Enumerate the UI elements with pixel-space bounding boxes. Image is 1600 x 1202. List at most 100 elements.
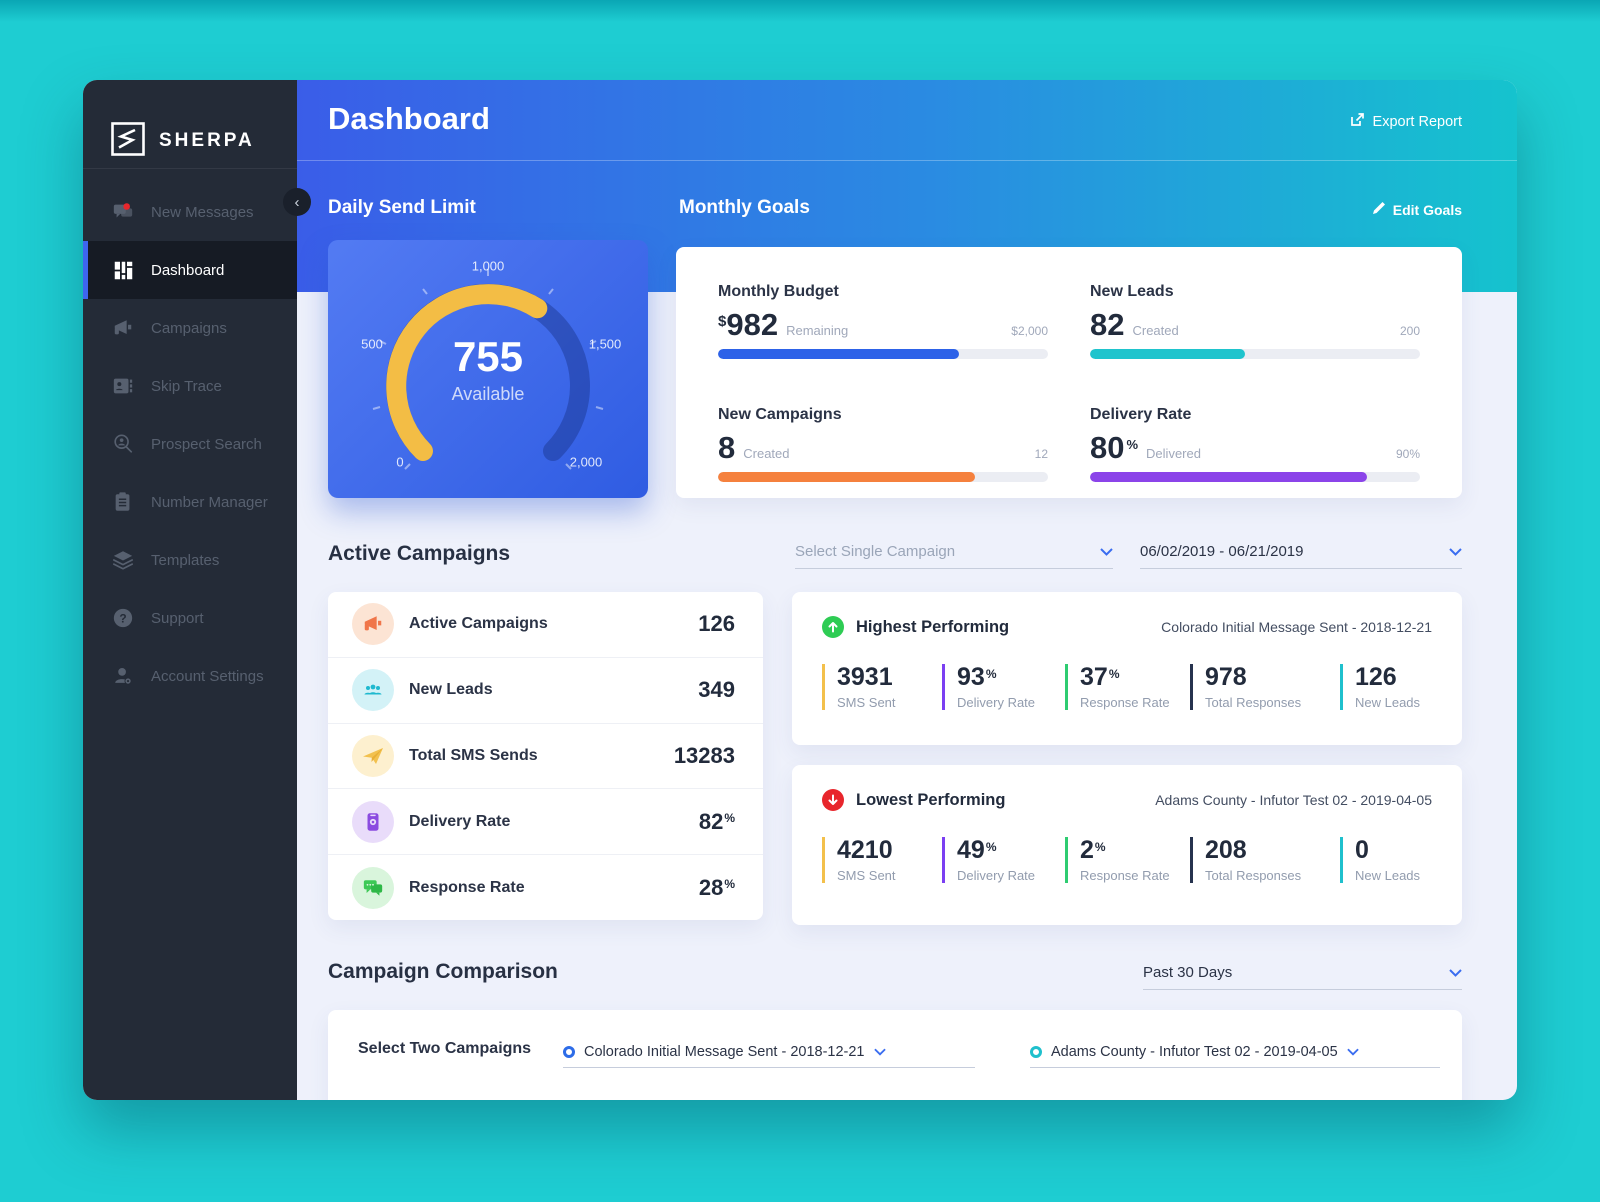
stat-new-leads: 0 New Leads <box>1340 837 1420 884</box>
list-item-value: 126 <box>698 611 735 637</box>
single-campaign-placeholder: Select Single Campaign <box>795 543 956 560</box>
goal-value: 8 <box>718 429 736 465</box>
sherpa-logo-icon <box>110 121 146 162</box>
highest-performing-title: Highest Performing <box>856 617 1010 636</box>
arrow-down-circle-icon <box>822 789 844 811</box>
campaign-a-select[interactable]: Colorado Initial Message Sent - 2018-12-… <box>563 1036 975 1068</box>
gauge-caption: Available <box>451 384 525 404</box>
sidebar-item-label: Dashboard <box>151 261 225 279</box>
period-select[interactable]: Past 30 Days <box>1143 956 1462 990</box>
campaign-b-select[interactable]: Adams County - Infutor Test 02 - 2019-04… <box>1030 1036 1440 1068</box>
goal-title: New Campaigns <box>718 405 842 423</box>
edit-goals-button[interactable]: Edit Goals <box>1372 201 1462 218</box>
sidebar-item-label: Templates <box>151 551 220 569</box>
sidebar-item-label: Account Settings <box>151 667 264 685</box>
goal-value: 982 <box>726 307 779 342</box>
goal-prefix: $ <box>718 313 727 330</box>
goal-title: Monthly Budget <box>718 283 839 300</box>
megaphone-icon <box>352 603 394 646</box>
list-item-delivery-rate[interactable]: Delivery Rate 82% <box>328 789 763 856</box>
lowest-performing-campaign: Adams County - Infutor Test 02 - 2019-04… <box>1155 792 1432 808</box>
goal-value: 82 <box>1090 307 1125 342</box>
goal-sub: Created <box>743 445 790 461</box>
list-item-label: Delivery Rate <box>409 812 511 830</box>
gauge-tick-1000: 1,000 <box>471 258 505 274</box>
goal-sub: Delivered <box>1146 445 1201 461</box>
main-content: Dashboard Export Report Daily Send Limit… <box>297 80 1517 1100</box>
stat-response-rate: 2% Response Rate <box>1065 837 1190 884</box>
arrow-up-circle-icon <box>822 616 844 638</box>
highest-performing-campaign: Colorado Initial Message Sent - 2018-12-… <box>1161 619 1432 635</box>
sidebar-item-dashboard[interactable]: Dashboard <box>83 241 297 299</box>
goal-suffix: % <box>1126 436 1139 452</box>
list-item-new-leads[interactable]: New Leads 349 <box>328 658 763 724</box>
chevron-down-icon <box>1449 964 1462 982</box>
list-item-response-rate[interactable]: Response Rate 28% <box>328 855 763 920</box>
phone-icon <box>352 800 394 843</box>
sidebar-item-templates[interactable]: Templates <box>83 531 297 589</box>
sidebar-item-support[interactable]: ? Support <box>83 589 297 647</box>
goal-progress-track <box>718 349 1048 359</box>
chat-bubbles-icon <box>352 866 394 909</box>
stat-sms-sent: 3931 SMS Sent <box>822 664 942 711</box>
chevron-down-icon <box>1100 543 1113 561</box>
sidebar-item-campaigns[interactable]: Campaigns <box>83 299 297 357</box>
export-report-label: Export Report <box>1372 114 1462 130</box>
daily-send-limit-gauge-card: 1,000 500 1,500 0 2,000 755 Available <box>328 240 648 498</box>
goal-monthly-budget: Monthly Budget $ 982 Remaining $2,000 <box>718 283 1048 376</box>
sidebar-item-new-messages[interactable]: New Messages <box>83 183 297 241</box>
goal-target: 200 <box>1399 324 1420 338</box>
dashboard-icon <box>112 259 134 281</box>
person-search-icon <box>112 433 134 455</box>
gauge-tick-2000: 2,000 <box>569 454 603 470</box>
list-item-value: 82 <box>698 808 724 834</box>
people-icon <box>352 669 394 712</box>
sidebar-item-label: Support <box>151 609 204 627</box>
goal-progress-fill <box>718 349 959 359</box>
goal-new-leads: New Leads 82 Created 200 <box>1090 283 1420 376</box>
goal-title: New Leads <box>1090 283 1174 300</box>
messages-icon <box>112 201 134 223</box>
account-gear-icon <box>112 665 134 687</box>
stat-delivery-rate: 93% Delivery Rate <box>942 664 1065 711</box>
pencil-icon <box>1372 201 1386 218</box>
stat-new-leads: 126 New Leads <box>1340 664 1420 711</box>
goal-value: 80 <box>1090 429 1125 465</box>
export-report-button[interactable]: Export Report <box>1349 112 1462 132</box>
list-item-value: 28 <box>698 874 724 900</box>
clipboard-icon <box>112 491 134 513</box>
sidebar-item-label: Campaigns <box>151 319 227 337</box>
sidebar-item-prospect-search[interactable]: Prospect Search <box>83 415 297 473</box>
sidebar-item-number-manager[interactable]: Number Manager <box>83 473 297 531</box>
single-campaign-select[interactable]: Select Single Campaign <box>795 535 1113 569</box>
gauge-tick-0: 0 <box>396 454 404 470</box>
sidebar-item-skip-trace[interactable]: Skip Trace <box>83 357 297 415</box>
goal-target: 12 <box>1034 446 1048 461</box>
highest-performing-card: Highest Performing Colorado Initial Mess… <box>792 592 1462 745</box>
monthly-goals-title: Monthly Goals <box>679 197 810 218</box>
date-range-value: 06/02/2019 - 06/21/2019 <box>1140 543 1304 560</box>
sidebar-item-label: New Messages <box>151 203 254 221</box>
sidebar-collapse-button[interactable]: ‹ <box>283 188 311 216</box>
campaign-a-value: Colorado Initial Message Sent - 2018-12-… <box>584 1043 865 1060</box>
external-link-icon <box>1349 112 1365 132</box>
brand-name: SHERPA <box>159 130 255 151</box>
lowest-performing-title: Lowest Performing <box>856 790 1006 809</box>
sidebar-divider <box>83 168 297 169</box>
app-window: SHERPA New Messages Dashboard Campaigns <box>83 80 1517 1100</box>
sidebar: SHERPA New Messages Dashboard Campaigns <box>83 80 297 1100</box>
select-two-campaigns-label: Select Two Campaigns <box>358 1040 532 1057</box>
gauge-tick-500: 500 <box>361 336 383 352</box>
goal-progress-fill <box>718 471 976 482</box>
list-item-active-campaigns[interactable]: Active Campaigns 126 <box>328 592 763 658</box>
goal-progress-track <box>1090 349 1420 359</box>
page-title: Dashboard <box>328 101 490 136</box>
list-item-total-sms-sends[interactable]: Total SMS Sends 13283 <box>328 724 763 790</box>
list-item-suffix: % <box>724 810 735 825</box>
svg-text:?: ? <box>119 612 126 626</box>
stat-total-responses: 208 Total Responses <box>1190 837 1340 884</box>
date-range-select[interactable]: 06/02/2019 - 06/21/2019 <box>1140 535 1462 569</box>
sidebar-item-account-settings[interactable]: Account Settings <box>83 647 297 705</box>
stat-response-rate: 37% Response Rate <box>1065 664 1190 711</box>
campaign-a-dot-icon <box>563 1045 575 1058</box>
